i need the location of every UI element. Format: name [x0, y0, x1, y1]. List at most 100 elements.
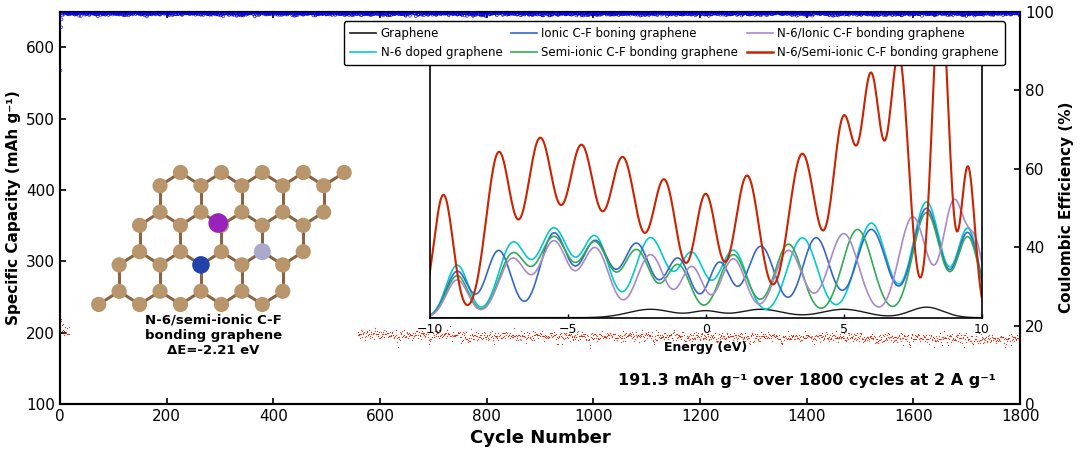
Point	[692, 330, 710, 337]
Point	[165, 9, 183, 16]
Point	[367, 330, 384, 337]
Point	[613, 10, 631, 18]
Point	[210, 325, 227, 333]
Point	[1007, 9, 1024, 16]
Point	[846, 9, 863, 16]
Point	[395, 331, 413, 338]
Point	[281, 330, 298, 337]
Point	[622, 9, 639, 16]
Point	[273, 11, 291, 19]
Point	[543, 11, 561, 18]
Point	[187, 11, 204, 19]
Point	[559, 8, 577, 15]
Point	[228, 10, 245, 18]
Point	[923, 10, 941, 17]
Point	[100, 332, 118, 339]
Point	[646, 341, 663, 348]
Point	[249, 8, 267, 15]
Point	[636, 331, 653, 338]
Point	[841, 10, 859, 17]
Point	[64, 332, 81, 339]
Point	[463, 331, 481, 338]
Point	[99, 9, 117, 16]
Point	[971, 10, 988, 17]
Point	[471, 9, 488, 16]
Point	[937, 332, 955, 339]
Point	[859, 333, 876, 340]
Point	[835, 330, 852, 337]
Point	[557, 11, 575, 18]
Point	[354, 10, 372, 17]
Point	[869, 337, 887, 345]
Point	[237, 10, 254, 17]
Point	[145, 10, 162, 17]
Point	[351, 331, 368, 338]
Point	[893, 12, 910, 19]
Point	[848, 330, 865, 337]
Point	[816, 332, 834, 339]
Point	[504, 332, 522, 339]
Point	[669, 10, 686, 17]
Point	[394, 333, 411, 341]
Point	[932, 335, 949, 342]
Point	[687, 12, 704, 19]
Point	[413, 327, 430, 334]
Point	[1001, 331, 1018, 338]
Point	[434, 333, 451, 341]
Point	[141, 11, 159, 18]
Point	[569, 328, 586, 335]
Point	[812, 10, 829, 17]
Point	[496, 333, 513, 340]
Point	[888, 11, 905, 18]
Point	[268, 10, 285, 17]
Point	[812, 333, 829, 340]
Point	[167, 10, 185, 18]
Point	[631, 10, 648, 17]
Point	[205, 327, 222, 334]
Point	[64, 326, 81, 333]
Point	[528, 330, 545, 337]
Point	[787, 10, 805, 17]
Point	[990, 9, 1008, 16]
Point	[653, 331, 671, 338]
Point	[253, 9, 270, 16]
Point	[381, 333, 399, 340]
Point	[896, 10, 914, 18]
Point	[383, 330, 401, 337]
Point	[283, 9, 300, 16]
Point	[934, 333, 951, 340]
Point	[186, 10, 203, 17]
Point	[156, 329, 173, 337]
Point	[90, 13, 107, 20]
Point	[190, 330, 207, 337]
Point	[165, 336, 183, 343]
Point	[274, 10, 292, 17]
Point	[916, 10, 933, 17]
Point	[66, 11, 83, 18]
Point	[960, 10, 977, 17]
Point	[417, 331, 434, 338]
Point	[455, 9, 472, 16]
Point	[892, 8, 909, 15]
Point	[707, 10, 725, 17]
Point	[681, 10, 699, 17]
Point	[558, 333, 576, 340]
Point	[199, 327, 216, 334]
Point	[878, 10, 895, 18]
Point	[543, 10, 561, 18]
Point	[499, 333, 516, 340]
Point	[316, 8, 334, 15]
Point	[646, 11, 663, 18]
Point	[939, 12, 956, 19]
Point	[188, 10, 205, 17]
Point	[672, 333, 689, 340]
Point	[568, 10, 585, 18]
Point	[83, 10, 100, 17]
Point	[545, 9, 563, 16]
Point	[400, 331, 417, 338]
Point	[885, 334, 902, 342]
Point	[580, 11, 597, 18]
Point	[685, 11, 702, 18]
Point	[878, 336, 895, 343]
Point	[444, 10, 461, 17]
